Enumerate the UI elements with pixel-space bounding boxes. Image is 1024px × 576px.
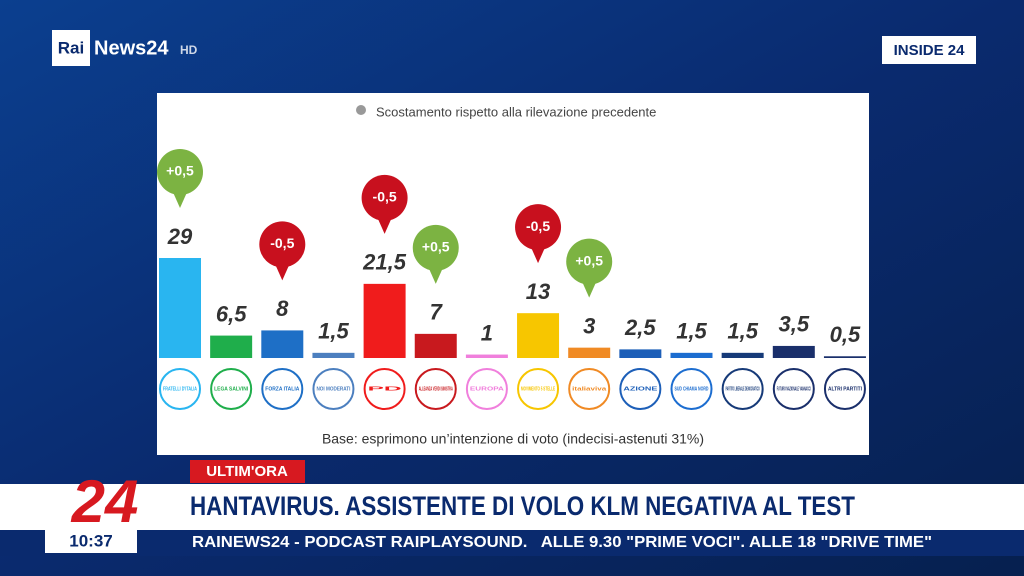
party-logo [414,368,457,410]
party-name: LEGA SALVINI [214,386,248,392]
change-badge [361,174,408,221]
party-logo [823,368,866,410]
party-name: ALLEANZA VERDI SINISTRA [419,386,453,392]
party-logo [568,368,611,410]
party-logo [721,368,764,410]
bar [823,356,866,358]
flash-box [190,460,305,483]
flash: ULTIM'ORA [206,463,288,480]
program: INSIDE 24 [894,42,966,59]
party-name: AZIONE [623,386,658,392]
party-name: NOI MODERATI [316,386,350,392]
bar [363,283,406,358]
change-badge [515,204,562,251]
bar [670,352,713,358]
party-name: FUTURO NAZIONALE VANNACCI [777,386,811,392]
party-name: SUD CHIAMA NORD [675,386,709,392]
party-name: italiaviva [572,386,607,392]
change-label: -0,5 [526,218,550,234]
bar [159,258,201,358]
chart-panel [157,93,869,455]
legend-note: Scostamento rispetto alla rilevazione pr… [376,104,656,119]
logo-rai: Rai [58,38,84,57]
party-name: ALTRI PARTITI [828,386,862,392]
value-label: 8 [276,296,289,321]
value-label: 1 [481,320,493,345]
party-name: MOVIMENTO 5 STELLE [521,386,555,392]
time: 10:37 [69,531,112,550]
value-label: 21,5 [362,250,407,275]
logo-news: News24 [94,37,169,59]
ticker-band [0,530,1024,556]
party-logo [312,368,355,410]
change-badge [412,224,459,271]
change-label: +0,5 [575,252,603,268]
party-name: PD [368,386,402,392]
party-name: FRATELLI D'ITALIA [163,386,197,392]
change-badge [566,238,613,285]
value-label: 0,5 [830,322,861,347]
value-label: 29 [167,224,193,249]
bar [721,352,764,358]
program-box [882,36,976,64]
change-label: -0,5 [373,189,397,205]
bar [465,354,508,358]
party-logo [619,368,662,410]
headline: HANTAVIRUS. ASSISTENTE DI VOLO KLM NEGAT… [190,491,855,521]
change-badge [157,149,203,195]
headline-band [0,484,1024,530]
party-logo [363,368,406,410]
bar [261,330,304,358]
bar [568,347,611,358]
party-logo [670,368,713,410]
value-label: 1,5 [727,319,758,344]
value-label: 7 [430,300,444,325]
plot: 29 +0,5 FRATELLI D'ITALIA 6,5 LEGA SALVINI 8 -… [157,149,866,410]
value-label: 6,5 [216,301,247,326]
party-logo [517,368,560,410]
value-label: 3,5 [779,312,810,337]
party-name: FORZA ITALIA [265,386,299,392]
channel-logo: 24 [71,468,139,535]
bar [210,335,253,358]
ticker: RAINEWS24 - PODCAST RAIPLAYSOUND. ALLE 9… [192,534,932,551]
party-logo [261,368,304,410]
change-label: +0,5 [166,163,194,179]
party-name: PARTITO LIBERALE DEMOCRATICO [726,386,760,392]
pin-icon [356,105,366,115]
bar [619,349,662,358]
bar [772,345,815,358]
bar [312,352,355,358]
value-label: 3 [583,313,595,338]
change-label: -0,5 [270,235,294,251]
change-label: +0,5 [422,239,450,255]
party-logo [772,368,815,410]
party-logo [465,368,508,410]
logo-hd: HD [180,43,198,57]
party-logo [159,368,201,410]
party-logo [210,368,253,410]
value-label: 2,5 [624,315,656,340]
base-note: Base: esprimono un’intenzione di voto (i… [322,431,704,447]
bar [517,313,560,358]
logo-box [52,30,90,66]
party-name: EUROPA [470,386,504,392]
bar [414,333,457,358]
value-label: 1,5 [318,319,349,344]
time-box [45,530,137,553]
change-badge [259,221,306,268]
value-label: 1,5 [676,319,707,344]
value-label: 13 [526,279,550,304]
